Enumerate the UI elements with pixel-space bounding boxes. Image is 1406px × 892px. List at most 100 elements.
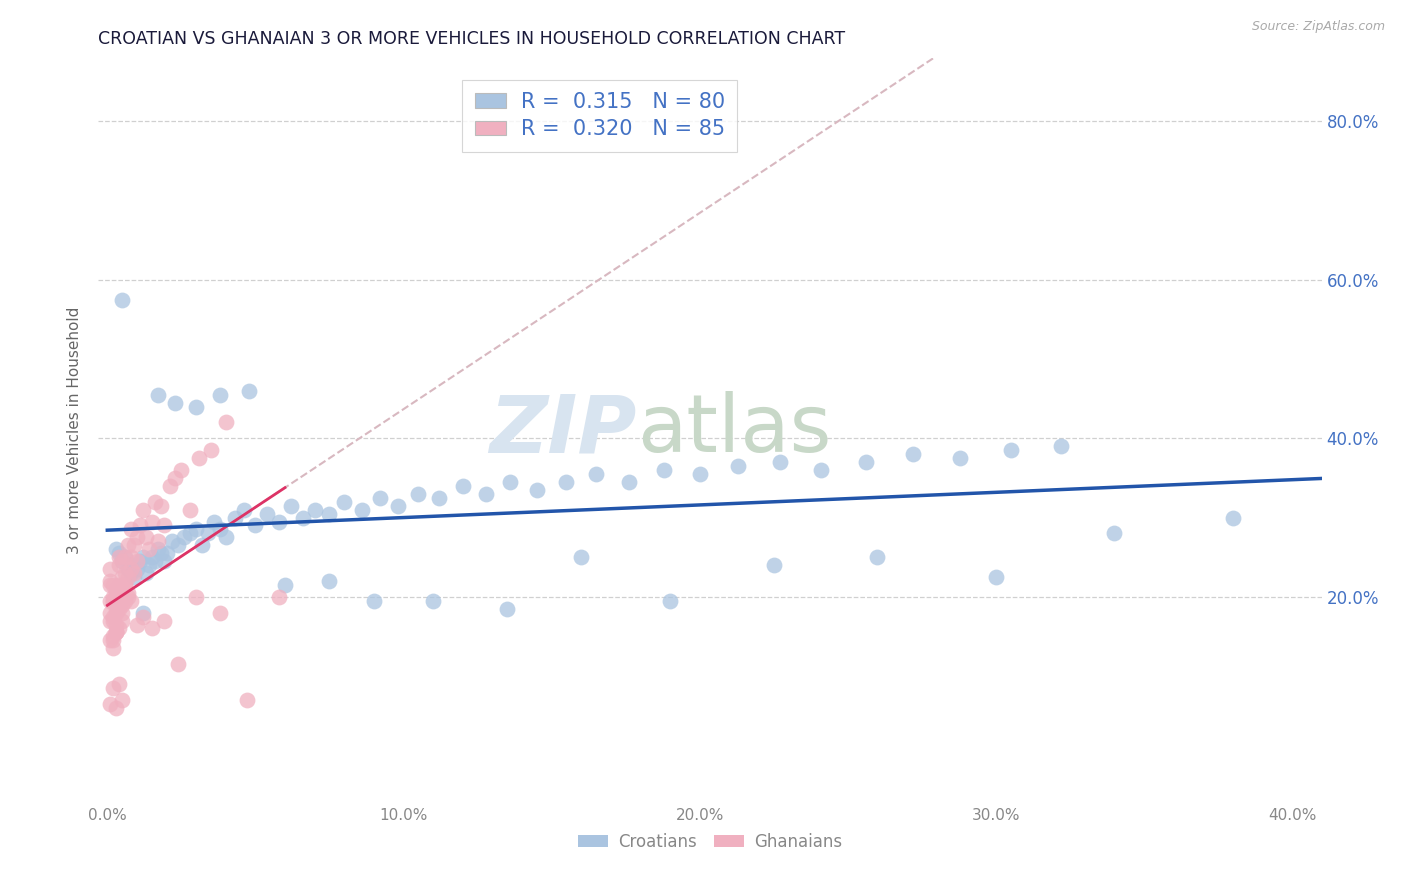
Point [103,593,125,607]
Point [855,455,877,469]
Point [304,502,326,516]
Point [111,598,134,612]
Point [108,546,131,560]
Point [117,590,139,604]
Point [762,558,785,573]
Point [179,526,201,541]
Point [135,566,157,580]
Point [689,467,711,481]
Point [98,633,121,648]
Point [111,554,134,568]
Point [128,518,150,533]
Point [117,586,139,600]
Point [111,293,134,307]
Point [769,455,792,469]
Point [526,483,548,497]
Point [555,475,578,489]
Point [111,554,134,568]
Point [103,629,125,643]
Point [146,542,169,557]
Text: Source: ZipAtlas.com: Source: ZipAtlas.com [1251,20,1385,33]
Point [103,681,125,695]
Point [108,598,131,612]
Point [200,443,222,458]
Point [103,633,125,648]
Point [98,697,121,711]
Point [152,614,174,628]
Point [146,534,169,549]
Point [368,491,391,505]
Point [659,593,682,607]
Point [114,550,136,565]
Point [120,558,142,573]
Point [122,570,145,584]
Point [105,542,128,557]
Point [152,518,174,533]
Point [408,487,430,501]
Point [215,530,238,544]
Point [105,601,128,615]
Point [167,538,190,552]
Point [159,479,181,493]
Point [155,546,177,560]
Point [569,550,592,565]
Point [901,447,924,461]
Point [167,657,190,672]
Point [108,622,131,636]
Point [105,582,128,596]
Point [149,546,172,560]
Point [141,550,163,565]
Point [103,609,125,624]
Point [165,395,187,409]
Point [98,562,121,576]
Point [132,609,155,624]
Point [103,590,125,604]
Point [186,590,208,604]
Point [105,617,128,632]
Text: ZIP: ZIP [489,392,637,469]
Point [122,566,145,580]
Point [143,554,166,568]
Point [103,614,125,628]
Point [132,550,155,565]
Point [318,574,340,588]
Point [152,554,174,568]
Point [188,451,211,466]
Point [179,502,201,516]
Point [117,562,139,576]
Point [810,463,832,477]
Point [108,578,131,592]
Point [98,614,121,628]
Point [114,578,136,592]
Point [98,606,121,620]
Point [105,586,128,600]
Point [280,499,302,513]
Point [149,499,172,513]
Point [111,590,134,604]
Point [135,530,157,544]
Point [1104,526,1126,541]
Point [111,578,134,592]
Point [114,550,136,565]
Point [108,677,131,691]
Point [475,487,498,501]
Point [111,570,134,584]
Point [451,479,474,493]
Point [197,526,219,541]
Point [165,471,187,485]
Point [215,416,238,430]
Point [120,562,142,576]
Point [125,554,148,568]
Point [1222,510,1244,524]
Point [111,606,134,620]
Point [208,606,231,620]
Point [117,538,139,552]
Point [114,593,136,607]
Point [318,507,340,521]
Point [499,475,522,489]
Point [98,574,121,588]
Point [105,606,128,620]
Point [208,388,231,402]
Point [108,582,131,596]
Point [186,523,208,537]
